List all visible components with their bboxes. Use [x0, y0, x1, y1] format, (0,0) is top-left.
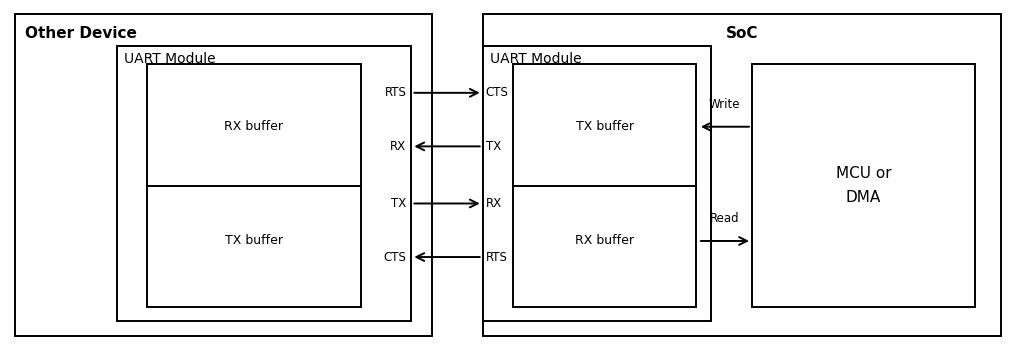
Bar [483, 46, 711, 321]
Text: Read: Read [709, 212, 740, 225]
Bar [513, 64, 696, 307]
Text: RTS: RTS [384, 86, 406, 99]
Text: CTS: CTS [486, 86, 509, 99]
Text: TX: TX [391, 197, 406, 210]
Bar [752, 64, 975, 307]
Text: MCU or
DMA: MCU or DMA [836, 166, 891, 205]
Text: SoC: SoC [725, 26, 758, 41]
Text: RX buffer: RX buffer [575, 235, 634, 247]
Text: Write: Write [708, 98, 741, 111]
Bar [117, 46, 411, 321]
Text: Other Device: Other Device [25, 26, 137, 41]
Text: TX buffer: TX buffer [575, 120, 634, 133]
Text: RX: RX [390, 140, 406, 153]
Text: UART Module: UART Module [490, 52, 581, 66]
Text: RX buffer: RX buffer [225, 120, 283, 133]
Bar [15, 14, 432, 336]
Text: RTS: RTS [486, 251, 508, 263]
Bar [147, 64, 361, 307]
Text: TX: TX [486, 140, 501, 153]
Text: RX: RX [486, 197, 502, 210]
Text: CTS: CTS [383, 251, 406, 263]
Text: TX buffer: TX buffer [225, 235, 283, 247]
Text: UART Module: UART Module [124, 52, 215, 66]
Bar [483, 14, 1001, 336]
